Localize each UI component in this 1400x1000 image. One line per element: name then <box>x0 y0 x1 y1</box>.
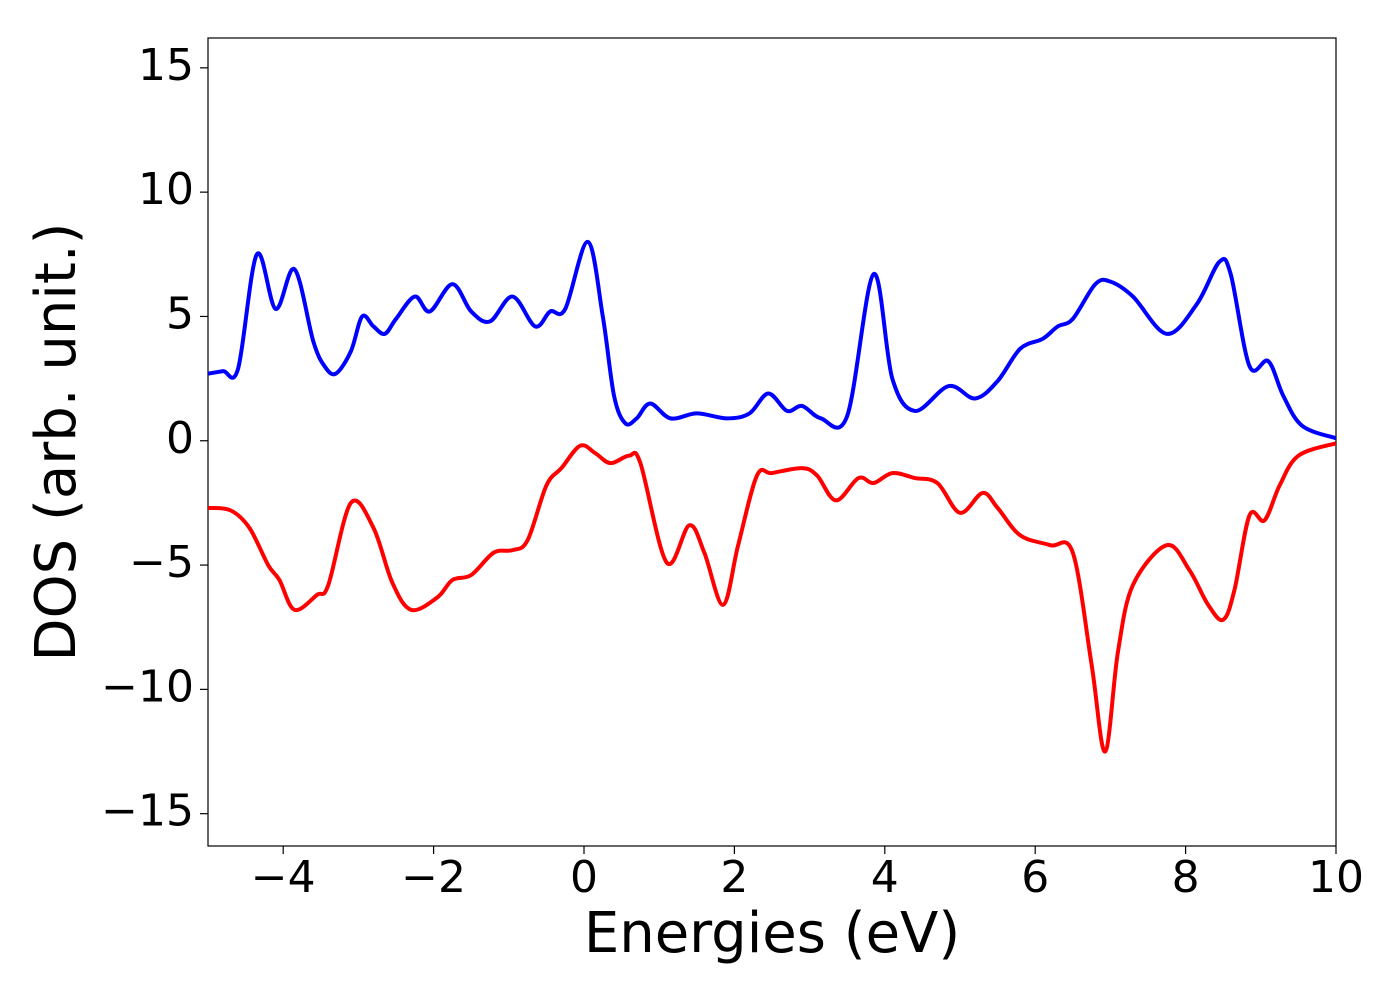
y-tick-label: 10 <box>138 164 194 215</box>
plot-frame <box>207 37 1337 847</box>
y-tick-label: 5 <box>166 288 194 339</box>
y-tick-label: 15 <box>138 40 194 91</box>
x-tick-label: 10 <box>1308 852 1364 903</box>
dos-line <box>208 441 1336 754</box>
x-tick-label: 8 <box>1172 852 1200 903</box>
x-tick-label: 4 <box>871 852 899 903</box>
y-tick-label: −15 <box>101 786 194 837</box>
x-tick-label: 6 <box>1021 852 1049 903</box>
x-tick-label: 0 <box>570 852 598 903</box>
x-tick-label: 2 <box>720 852 748 903</box>
x-axis-label: Energies (eV) <box>584 901 960 966</box>
y-axis-label: DOS (arb. unit.) <box>24 222 89 661</box>
y-tick-label: −10 <box>101 661 194 712</box>
x-tick-label: −2 <box>401 852 466 903</box>
x-tick-label: −4 <box>251 852 316 903</box>
dos-line <box>208 239 1336 441</box>
y-tick-label: −5 <box>129 537 194 588</box>
y-tick-label: 0 <box>166 413 194 464</box>
